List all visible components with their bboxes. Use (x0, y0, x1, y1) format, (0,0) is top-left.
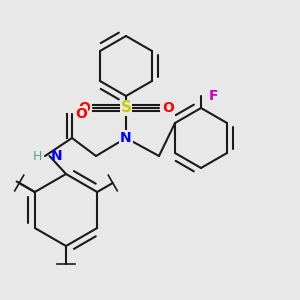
Text: O: O (162, 101, 174, 115)
Text: S: S (121, 100, 131, 116)
Text: O: O (75, 107, 87, 121)
Text: F: F (208, 89, 218, 103)
Text: N: N (120, 131, 132, 145)
Text: O: O (78, 101, 90, 115)
Text: N: N (51, 149, 63, 163)
Text: H: H (33, 149, 42, 163)
